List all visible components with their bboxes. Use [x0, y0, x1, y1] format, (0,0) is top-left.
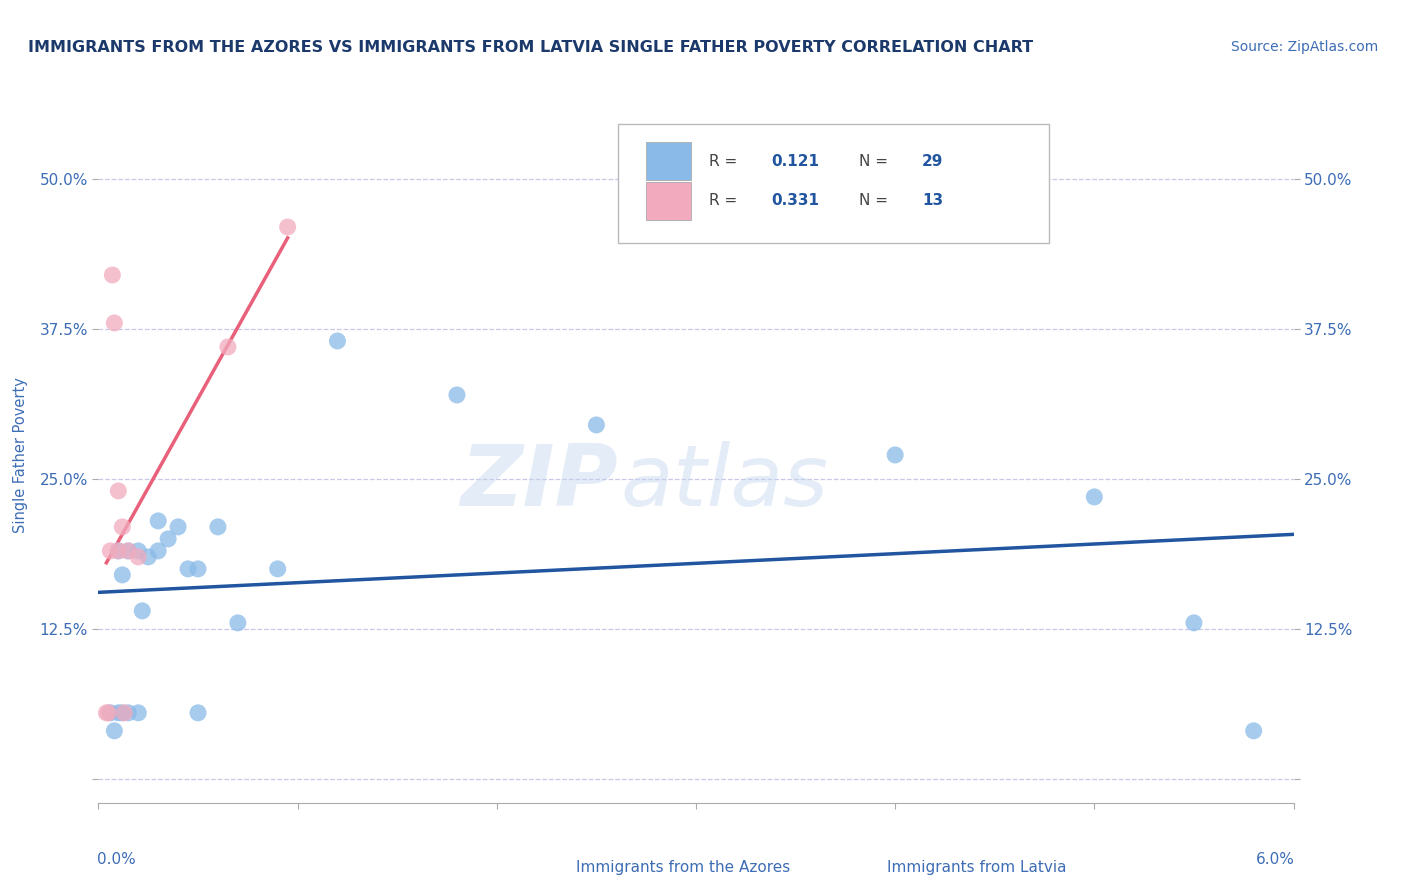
Point	[326, 334, 349, 348]
Point	[97, 706, 120, 720]
Point	[167, 520, 190, 534]
Point	[1083, 490, 1105, 504]
Point	[157, 532, 180, 546]
Point	[127, 549, 149, 564]
Point	[107, 483, 129, 498]
Point	[217, 340, 239, 354]
Point	[226, 615, 249, 630]
Point	[136, 549, 159, 564]
Text: Immigrants from Latvia: Immigrants from Latvia	[887, 860, 1067, 875]
Text: R =: R =	[709, 194, 742, 209]
Text: 13: 13	[922, 194, 943, 209]
Point	[103, 316, 125, 330]
Text: N =: N =	[859, 153, 893, 169]
Point	[98, 544, 122, 558]
Text: ZIP: ZIP	[461, 442, 619, 524]
Text: 0.121: 0.121	[772, 153, 820, 169]
Text: IMMIGRANTS FROM THE AZORES VS IMMIGRANTS FROM LATVIA SINGLE FATHER POVERTY CORRE: IMMIGRANTS FROM THE AZORES VS IMMIGRANTS…	[28, 40, 1033, 55]
Point	[111, 706, 134, 720]
Point	[1243, 723, 1265, 738]
Point	[148, 514, 170, 528]
Bar	[645, 142, 692, 180]
Point	[112, 706, 135, 720]
Text: 29: 29	[922, 153, 943, 169]
Point	[111, 520, 134, 534]
Point	[131, 604, 153, 618]
FancyBboxPatch shape	[619, 124, 1049, 243]
Point	[177, 562, 200, 576]
Text: Immigrants from the Azores: Immigrants from the Azores	[576, 860, 790, 875]
Point	[187, 562, 209, 576]
Bar	[645, 182, 692, 220]
Point	[446, 388, 468, 402]
Point	[107, 544, 129, 558]
Point	[127, 706, 149, 720]
Point	[107, 706, 129, 720]
Point	[884, 448, 907, 462]
Y-axis label: Single Father Poverty: Single Father Poverty	[14, 377, 28, 533]
Point	[187, 706, 209, 720]
Point	[277, 219, 299, 234]
Bar	[529, 848, 562, 887]
Point	[1182, 615, 1205, 630]
Bar	[839, 848, 873, 887]
Text: R =: R =	[709, 153, 742, 169]
Text: 0.331: 0.331	[772, 194, 820, 209]
Point	[117, 544, 139, 558]
Point	[103, 723, 125, 738]
Point	[585, 417, 607, 432]
Point	[101, 268, 124, 282]
Point	[96, 706, 118, 720]
Point	[111, 567, 134, 582]
Point	[267, 562, 290, 576]
Point	[107, 544, 129, 558]
Point	[148, 544, 170, 558]
Point	[207, 520, 229, 534]
Point	[117, 706, 139, 720]
Text: 6.0%: 6.0%	[1256, 852, 1295, 866]
Text: N =: N =	[859, 194, 893, 209]
Point	[127, 544, 149, 558]
Text: 0.0%: 0.0%	[97, 852, 136, 866]
Text: Source: ZipAtlas.com: Source: ZipAtlas.com	[1230, 40, 1378, 54]
Point	[117, 544, 139, 558]
Text: atlas: atlas	[620, 442, 828, 524]
Point	[98, 706, 122, 720]
